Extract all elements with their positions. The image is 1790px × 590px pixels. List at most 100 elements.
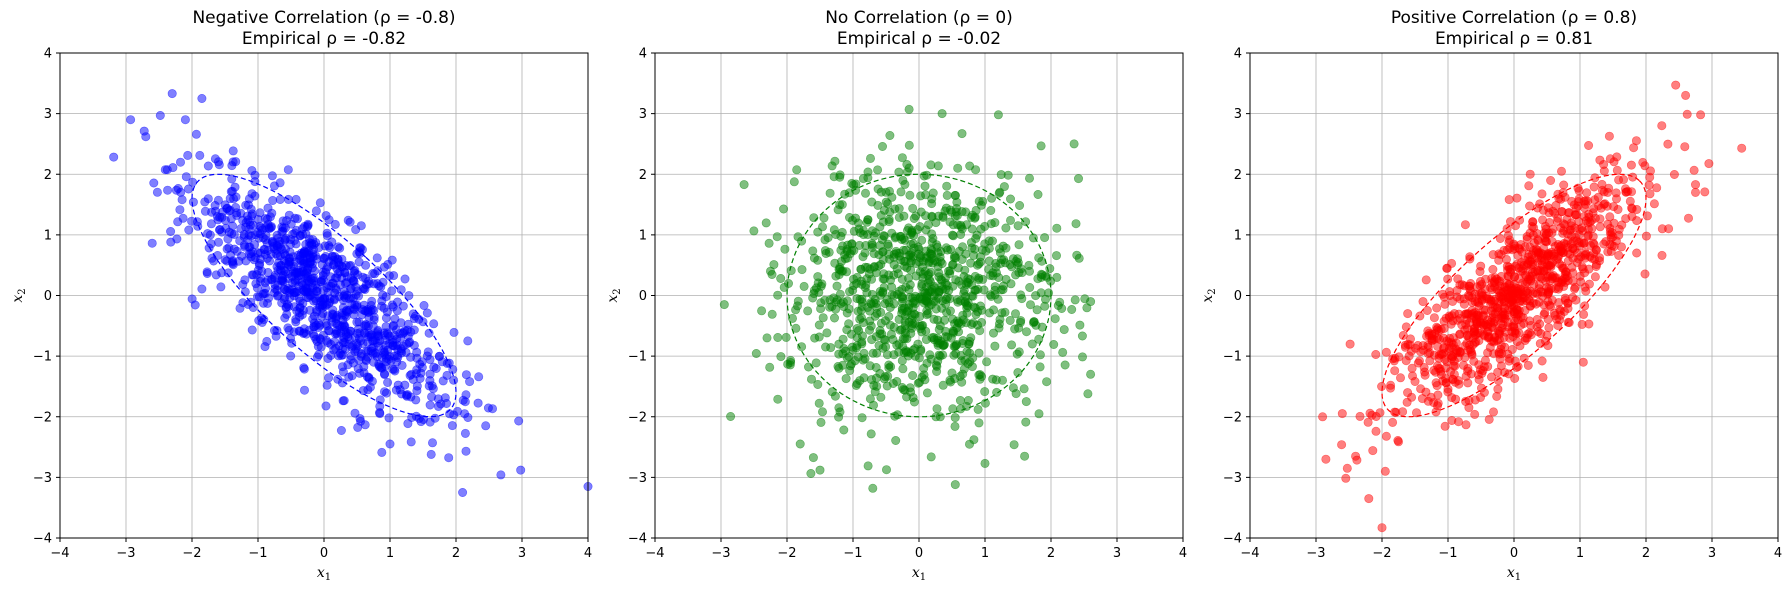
- data-point: [1649, 199, 1659, 209]
- data-point: [1404, 351, 1414, 361]
- data-point: [458, 487, 468, 497]
- data-point: [1663, 139, 1673, 149]
- data-point: [878, 217, 888, 227]
- data-point: [1537, 189, 1547, 199]
- data-point: [223, 234, 233, 244]
- data-point: [1005, 215, 1015, 225]
- x-axis-label: x1: [912, 565, 926, 583]
- data-point: [210, 154, 220, 164]
- data-point: [1524, 181, 1534, 191]
- data-point: [1032, 305, 1042, 315]
- data-point: [312, 352, 322, 362]
- data-point: [765, 362, 775, 372]
- data-point: [193, 221, 203, 231]
- data-point: [241, 200, 251, 210]
- data-point: [109, 152, 119, 162]
- data-point: [1015, 317, 1025, 327]
- data-point: [835, 170, 845, 180]
- data-point: [354, 257, 364, 267]
- data-point: [1027, 339, 1037, 349]
- data-point: [872, 381, 882, 391]
- data-point: [141, 132, 151, 142]
- data-point: [126, 115, 136, 125]
- data-point: [305, 253, 315, 263]
- data-point: [1045, 264, 1055, 274]
- data-point: [1605, 223, 1615, 233]
- data-point: [1487, 372, 1497, 382]
- data-point: [939, 315, 949, 325]
- data-point: [1578, 357, 1588, 367]
- data-point: [924, 258, 934, 268]
- data-point: [913, 339, 923, 349]
- data-point: [921, 335, 931, 345]
- data-point: [361, 280, 371, 290]
- data-point: [375, 408, 385, 418]
- data-point: [1489, 407, 1499, 417]
- data-point: [381, 340, 391, 350]
- data-point: [364, 374, 374, 384]
- data-point: [247, 325, 257, 335]
- y-axis-label: x2: [605, 288, 623, 302]
- data-point: [1510, 272, 1520, 282]
- data-point: [318, 267, 328, 277]
- data-point: [959, 288, 969, 298]
- data-point: [827, 387, 837, 397]
- data-point: [791, 323, 801, 333]
- data-point: [275, 195, 285, 205]
- data-point: [835, 200, 845, 210]
- data-point: [1553, 213, 1563, 223]
- data-point: [1077, 331, 1087, 341]
- data-point: [808, 246, 818, 256]
- data-point: [966, 212, 976, 222]
- x-axis-label: x1: [317, 565, 331, 583]
- data-point: [844, 319, 854, 329]
- data-point: [819, 213, 829, 223]
- x-tick-label: −3: [711, 546, 730, 561]
- data-point: [1681, 90, 1691, 100]
- data-point: [366, 346, 376, 356]
- data-point: [360, 320, 370, 330]
- data-point: [369, 279, 379, 289]
- data-point: [920, 181, 930, 191]
- data-point: [876, 392, 886, 402]
- y-tick-label: −4: [1223, 532, 1242, 547]
- data-point: [1007, 340, 1017, 350]
- x-tick-label: −2: [182, 546, 201, 561]
- data-point: [1386, 383, 1396, 393]
- data-point: [907, 310, 917, 320]
- data-point: [1454, 417, 1464, 427]
- x-tick-label: 4: [1774, 546, 1782, 561]
- data-point: [890, 411, 900, 421]
- data-point: [806, 468, 816, 478]
- data-point: [1547, 228, 1557, 238]
- data-point: [1563, 229, 1573, 239]
- data-point: [1012, 254, 1022, 264]
- panel-2: −4 −3 −2 −1 0 1 2 3 4 −4 −3 −2 −1 0 1 2 3 4 No Correlation…: [605, 8, 1187, 583]
- data-point: [1519, 318, 1529, 328]
- data-point: [1704, 159, 1714, 169]
- x-tick-label: −4: [645, 546, 664, 561]
- data-point: [290, 228, 300, 238]
- data-point: [1470, 338, 1480, 348]
- data-point: [299, 385, 309, 395]
- data-point: [195, 150, 205, 160]
- data-point: [1570, 284, 1580, 294]
- data-point: [385, 439, 395, 449]
- chart-subtitle: Empirical ρ = -0.82: [242, 29, 406, 49]
- data-point: [460, 428, 470, 438]
- data-point: [880, 372, 890, 382]
- data-point: [726, 411, 736, 421]
- data-point: [839, 425, 849, 435]
- data-point: [1495, 234, 1505, 244]
- data-point: [889, 350, 899, 360]
- data-point: [1482, 291, 1492, 301]
- data-point: [412, 386, 422, 396]
- data-point: [946, 245, 956, 255]
- scatter-points: [109, 89, 593, 497]
- y-tick-label: −3: [1223, 471, 1242, 486]
- data-point: [353, 422, 363, 432]
- data-point: [294, 267, 304, 277]
- data-point: [1574, 230, 1584, 240]
- data-point: [1605, 212, 1615, 222]
- data-point: [1060, 360, 1070, 370]
